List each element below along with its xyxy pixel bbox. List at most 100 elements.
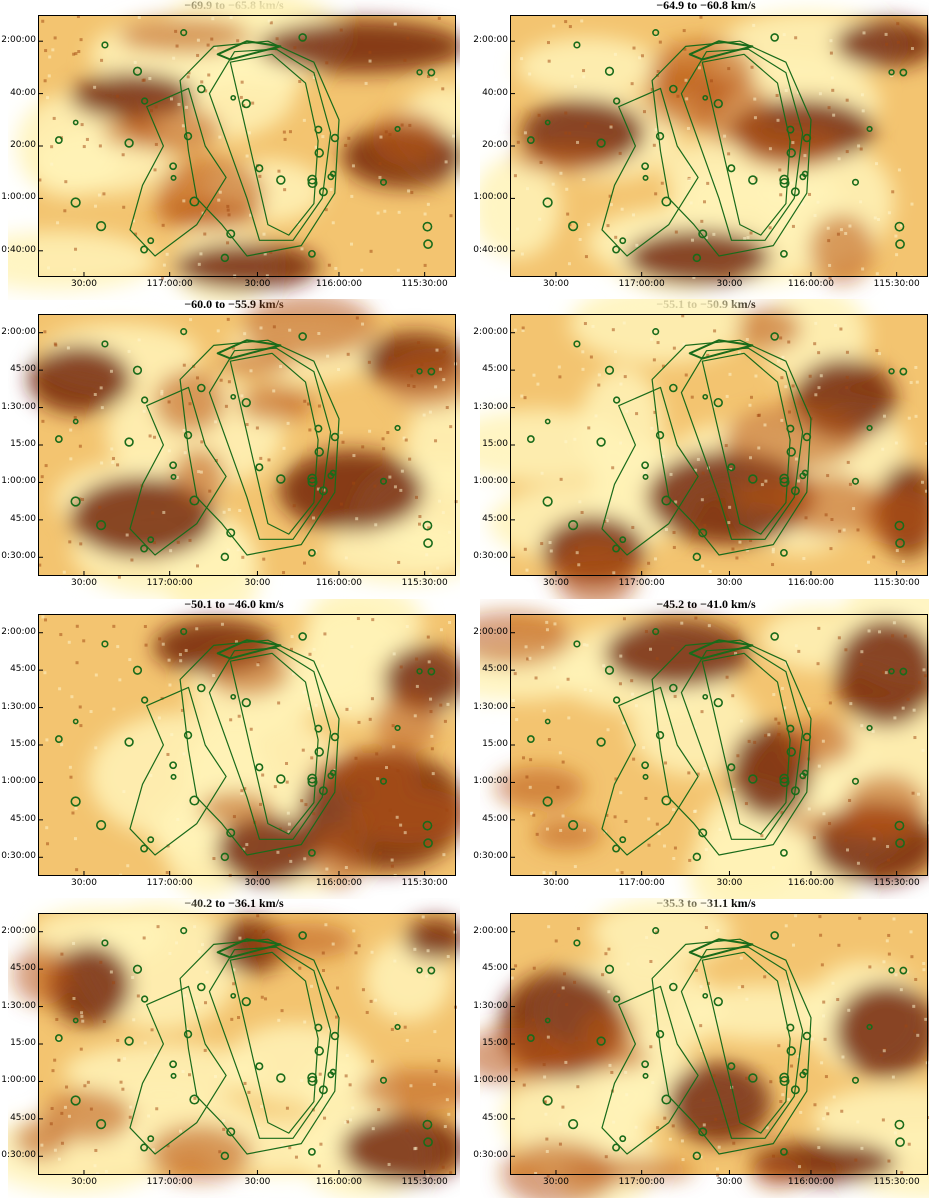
noise-pixel [740, 957, 743, 960]
noise-pixel [351, 1106, 354, 1109]
noise-pixel [713, 329, 716, 332]
noise-pixel [856, 528, 859, 531]
noise-pixel [260, 326, 263, 329]
heatmap-image [480, 0, 929, 300]
noise-pixel [303, 691, 306, 694]
noise-pixel [623, 617, 626, 620]
noise-pixel [371, 618, 374, 621]
noise-pixel [80, 38, 83, 41]
noise-pixel [876, 272, 879, 275]
noise-pixel [543, 1076, 546, 1079]
noise-pixel [352, 164, 355, 167]
noise-pixel [80, 1011, 83, 1014]
noise-pixel [892, 1076, 895, 1079]
noise-pixel [809, 375, 812, 378]
noise-pixel [204, 1001, 207, 1004]
noise-pixel [545, 621, 548, 624]
noise-pixel [540, 542, 543, 545]
noise-pixel [99, 961, 102, 964]
noise-pixel [619, 791, 622, 794]
noise-pixel [828, 264, 831, 267]
noise-pixel [914, 366, 917, 369]
y-tick-label: 20:00 [0, 140, 36, 150]
noise-pixel [656, 1126, 659, 1129]
noise-pixel [745, 998, 748, 1001]
noise-pixel [340, 503, 343, 506]
noise-pixel [656, 823, 659, 826]
noise-pixel [396, 816, 399, 819]
noise-pixel [81, 123, 84, 126]
noise-pixel [543, 871, 546, 874]
noise-pixel [573, 438, 576, 441]
noise-pixel [346, 797, 349, 800]
noise-pixel [203, 233, 206, 236]
noise-pixel [515, 718, 518, 721]
x-tick-label: 116:00:00 [299, 878, 379, 888]
noise-pixel [533, 967, 536, 970]
noise-pixel [665, 528, 668, 531]
noise-pixel [846, 848, 849, 851]
noise-pixel [777, 119, 780, 122]
noise-pixel [350, 195, 353, 198]
x-tick-label: 30:00 [217, 1177, 297, 1187]
noise-pixel [750, 231, 753, 234]
noise-pixel [116, 645, 119, 648]
heatmap-image [8, 599, 460, 899]
noise-pixel [621, 871, 624, 874]
noise-pixel [211, 17, 214, 20]
noise-pixel [822, 1117, 825, 1120]
noise-pixel [445, 809, 448, 812]
noise-pixel [567, 716, 570, 719]
x-tick-label: 117:00:00 [130, 578, 210, 588]
noise-pixel [345, 866, 348, 869]
noise-pixel [650, 427, 653, 430]
noise-pixel [772, 550, 775, 553]
noise-pixel [557, 994, 560, 997]
noise-pixel [434, 385, 437, 388]
noise-pixel [439, 704, 442, 707]
noise-pixel [308, 653, 311, 656]
noise-pixel [225, 405, 228, 408]
noise-pixel [87, 1081, 90, 1084]
noise-pixel [228, 508, 231, 511]
noise-pixel [197, 39, 200, 42]
noise-pixel [432, 785, 435, 788]
noise-pixel [149, 434, 152, 437]
medium-emission-region [533, 819, 602, 850]
noise-pixel [857, 862, 860, 865]
noise-pixel [902, 707, 905, 710]
noise-pixel [771, 563, 774, 566]
noise-pixel [389, 356, 392, 359]
noise-pixel [582, 178, 585, 181]
noise-pixel [349, 1083, 352, 1086]
noise-pixel [356, 316, 359, 319]
noise-pixel [757, 414, 760, 417]
noise-pixel [819, 934, 822, 937]
noise-pixel [418, 523, 421, 526]
noise-pixel [221, 623, 224, 626]
noise-pixel [452, 135, 455, 138]
noise-pixel [910, 203, 913, 206]
noise-pixel [81, 498, 84, 501]
noise-pixel [43, 671, 46, 674]
noise-pixel [817, 1127, 820, 1130]
noise-pixel [198, 263, 201, 266]
y-tick-label: 2:00:00 [0, 35, 36, 45]
noise-pixel [525, 569, 528, 572]
noise-pixel [559, 1123, 562, 1126]
noise-pixel [924, 1018, 927, 1021]
noise-pixel [401, 470, 404, 473]
x-tick-label: 115:30:00 [857, 279, 929, 289]
noise-pixel [414, 1147, 417, 1150]
noise-pixel [716, 929, 719, 932]
noise-pixel [705, 848, 708, 851]
noise-pixel [698, 949, 701, 952]
noise-pixel [353, 799, 356, 802]
noise-pixel [323, 1117, 326, 1120]
heatmap-image [480, 299, 929, 599]
noise-pixel [818, 765, 821, 768]
noise-pixel [98, 506, 101, 509]
noise-pixel [694, 617, 697, 620]
noise-pixel [671, 647, 674, 650]
